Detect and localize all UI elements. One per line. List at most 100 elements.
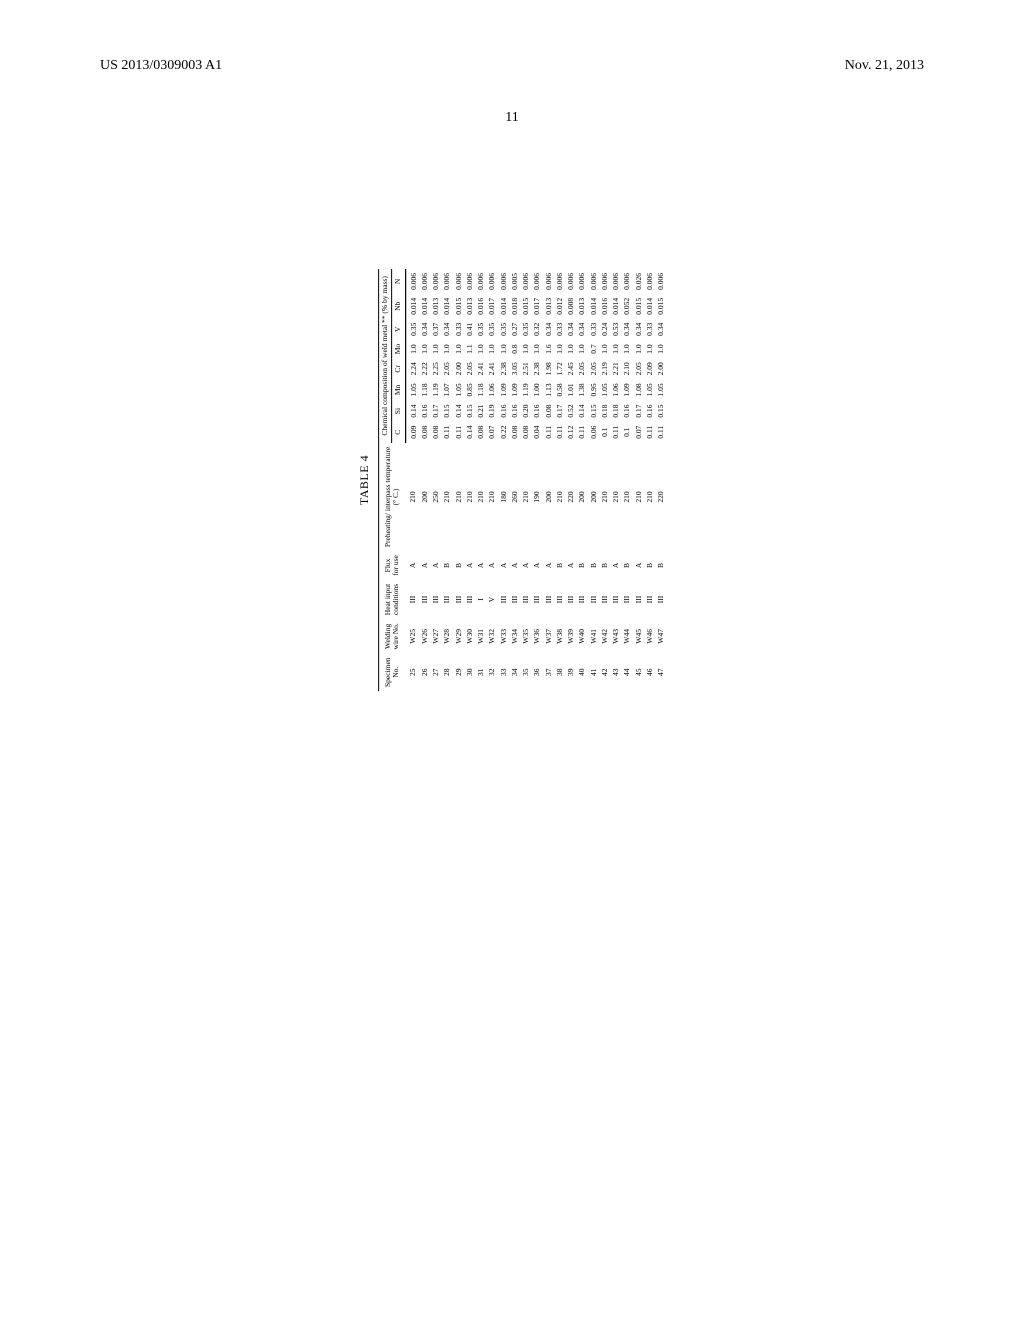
- table-cell: 210: [644, 443, 655, 551]
- page-header: US 2013/0309003 A1 Nov. 21, 2013: [0, 58, 1024, 74]
- table-cell: 0.006: [498, 269, 509, 294]
- table-cell: A: [566, 551, 577, 580]
- table-cell: 210: [521, 443, 532, 551]
- table-cell: 0.15: [464, 401, 475, 422]
- table-row: 28W28IIIB2100.110.151.072.051.00.340.014…: [442, 269, 453, 691]
- table-cell: 1.08: [633, 379, 644, 400]
- table-cell: 0.016: [476, 294, 487, 319]
- table-cell: 1.05: [656, 379, 667, 400]
- table-cell: III: [498, 580, 509, 619]
- table-cell: 1.0: [633, 340, 644, 358]
- table-cell: 0.19: [487, 401, 498, 422]
- table-cell: 210: [487, 443, 498, 551]
- table-cell: 39: [566, 653, 577, 691]
- table-row: 33W33IIIA1800.220.161.092.381.00.350.014…: [498, 269, 509, 691]
- table-cell: 0.18: [611, 401, 622, 422]
- table-cell: 0.006: [543, 269, 554, 294]
- table-cell: 1.18: [419, 379, 430, 400]
- table-cell: 210: [622, 443, 633, 551]
- table-cell: 1.0: [453, 340, 464, 358]
- th-mn: Mn: [392, 379, 405, 400]
- th-cr: Cr: [392, 358, 405, 379]
- table-cell: 0.34: [442, 319, 453, 340]
- table-cell: B: [599, 551, 610, 580]
- table-cell: III: [405, 580, 419, 619]
- table-row: 46W46IIIB2100.110.161.052.091.00.330.014…: [644, 269, 655, 691]
- table-cell: 0.005: [509, 269, 520, 294]
- table-cell: 1.00: [532, 379, 543, 400]
- table-cell: 1.38: [577, 379, 588, 400]
- table-cell: 0.14: [464, 422, 475, 443]
- table-cell: 210: [476, 443, 487, 551]
- table-cell: 44: [622, 653, 633, 691]
- table-cell: 1.01: [566, 379, 577, 400]
- table-cell: 0.7: [588, 340, 599, 358]
- table-cell: III: [453, 580, 464, 619]
- table-cell: 2.41: [476, 358, 487, 379]
- table-cell: W43: [611, 619, 622, 653]
- table-cell: III: [622, 580, 633, 619]
- table-cell: 1.0: [532, 340, 543, 358]
- table-cell: 0.27: [509, 319, 520, 340]
- table-cell: 0.34: [419, 319, 430, 340]
- table-cell: III: [633, 580, 644, 619]
- table-cell: 1.05: [405, 379, 419, 400]
- table-cell: B: [442, 551, 453, 580]
- table-cell: 0.34: [622, 319, 633, 340]
- th-mo: Mo: [392, 340, 405, 358]
- table-row: 32W32VA2100.070.191.062.411.00.350.0170.…: [487, 269, 498, 691]
- table-cell: III: [611, 580, 622, 619]
- table-cell: 32: [487, 653, 498, 691]
- table-cell: A: [633, 551, 644, 580]
- table-cell: 0.015: [656, 294, 667, 319]
- table-cell: W44: [622, 619, 633, 653]
- table-block: TABLE 4 SpecimenNo. Weldingwire No. Heat…: [357, 269, 667, 691]
- table-cell: 0.11: [644, 422, 655, 443]
- table-cell: 0.006: [599, 269, 610, 294]
- table-cell: 0.013: [543, 294, 554, 319]
- table-cell: 1.0: [487, 340, 498, 358]
- table-cell: W25: [405, 619, 419, 653]
- table-cell: 200: [419, 443, 430, 551]
- table-cell: 0.006: [644, 269, 655, 294]
- table-cell: 0.08: [521, 422, 532, 443]
- table-cell: 0.008: [566, 294, 577, 319]
- table-cell: 0.014: [498, 294, 509, 319]
- table-cell: 2.05: [442, 358, 453, 379]
- table-cell: 0.09: [405, 422, 419, 443]
- table-cell: III: [464, 580, 475, 619]
- table-cell: W27: [431, 619, 442, 653]
- table-cell: 0.21: [476, 401, 487, 422]
- table-cell: 260: [509, 443, 520, 551]
- table-cell: 1.0: [419, 340, 430, 358]
- table-cell: 40: [577, 653, 588, 691]
- table-cell: 0.014: [588, 294, 599, 319]
- table-cell: 0.006: [554, 269, 565, 294]
- table-cell: 0.006: [442, 269, 453, 294]
- table-cell: 1.0: [577, 340, 588, 358]
- table-cell: 0.04: [532, 422, 543, 443]
- table-cell: 2.41: [487, 358, 498, 379]
- table-cell: I: [476, 580, 487, 619]
- table-cell: 1.07: [442, 379, 453, 400]
- table-cell: 1.0: [554, 340, 565, 358]
- table-cell: W40: [577, 619, 588, 653]
- table-cell: III: [431, 580, 442, 619]
- table-cell: V: [487, 580, 498, 619]
- table-cell: A: [464, 551, 475, 580]
- th-heat-input: Heat inputconditions: [379, 580, 406, 619]
- table-cell: III: [577, 580, 588, 619]
- table-cell: 1.19: [431, 379, 442, 400]
- table-cell: 1.0: [442, 340, 453, 358]
- table-cell: 0.006: [532, 269, 543, 294]
- th-n: N: [392, 269, 405, 294]
- table-cell: 1.05: [644, 379, 655, 400]
- table-cell: 2.19: [599, 358, 610, 379]
- table-cell: B: [622, 551, 633, 580]
- table-cell: 1.06: [487, 379, 498, 400]
- table-cell: 34: [509, 653, 520, 691]
- table-cell: 0.08: [431, 422, 442, 443]
- table-cell: 0.017: [487, 294, 498, 319]
- table-cell: 1.0: [521, 340, 532, 358]
- table-cell: 0.33: [554, 319, 565, 340]
